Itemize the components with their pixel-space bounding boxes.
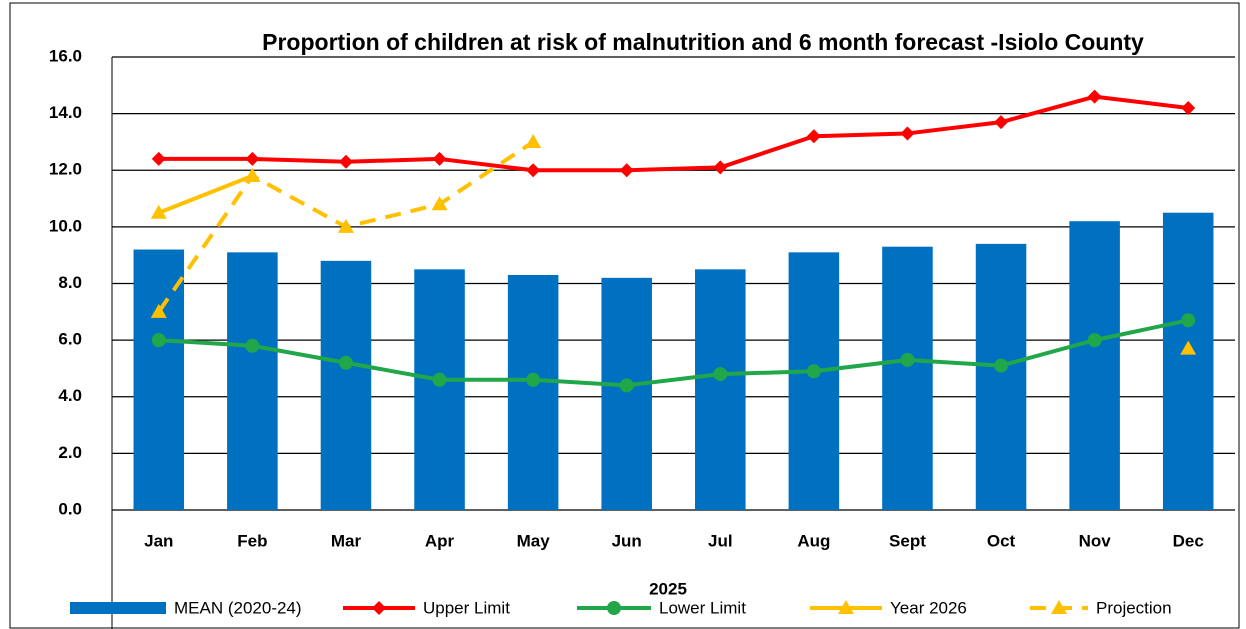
legend-label: Projection	[1096, 598, 1172, 617]
bar	[788, 252, 840, 510]
marker	[900, 126, 915, 141]
marker	[1181, 313, 1196, 328]
y-tick-label: 8.0	[58, 273, 82, 292]
marker	[151, 333, 166, 348]
bar	[507, 275, 559, 510]
marker	[994, 115, 1009, 130]
marker	[713, 160, 728, 175]
marker	[244, 167, 261, 182]
bar	[414, 269, 465, 510]
bar	[1069, 221, 1120, 510]
marker	[806, 364, 821, 379]
x-tick-label: Jul	[708, 531, 733, 550]
y-tick-label: 16.0	[49, 46, 82, 65]
line	[158, 318, 1189, 388]
marker	[150, 303, 167, 318]
x-tick-label: Mar	[331, 531, 362, 550]
marker	[150, 204, 167, 219]
legend-marker	[372, 601, 386, 615]
x-axis-label: 2025	[649, 579, 687, 598]
bar	[695, 269, 746, 510]
x-tick-label: Dec	[1173, 531, 1204, 550]
marker	[337, 218, 354, 233]
legend-label: Lower Limit	[659, 598, 746, 617]
marker	[806, 129, 821, 144]
legend-marker	[607, 601, 621, 615]
marker	[431, 196, 448, 211]
marker	[432, 372, 447, 387]
marker	[526, 163, 541, 178]
marker	[151, 151, 166, 166]
x-tick-label: Jun	[612, 531, 642, 550]
marker	[1087, 333, 1102, 348]
x-tick-label: Aug	[797, 531, 830, 550]
bar	[601, 277, 652, 510]
line	[158, 94, 1189, 173]
marker	[713, 367, 728, 382]
bar	[227, 252, 278, 510]
x-tick-label: Jan	[144, 531, 173, 550]
legend-marker	[1051, 600, 1067, 614]
y-tick-label: 0.0	[58, 499, 82, 518]
chart-title: Proportion of children at risk of malnut…	[262, 29, 1144, 55]
marker	[525, 133, 542, 148]
y-tick-label: 10.0	[49, 216, 82, 235]
x-tick-label: May	[517, 531, 551, 550]
marker	[1181, 100, 1196, 115]
legend-label: MEAN (2020-24)	[174, 598, 302, 617]
bar	[1162, 212, 1214, 510]
marker	[1087, 89, 1102, 104]
bar	[320, 260, 372, 510]
marker	[994, 358, 1009, 373]
x-tick-label: Sept	[889, 531, 926, 550]
bar	[882, 246, 933, 510]
marker	[1180, 340, 1197, 355]
marker	[619, 378, 634, 393]
marker	[900, 352, 915, 367]
marker	[245, 338, 260, 353]
y-tick-label: 2.0	[58, 443, 82, 462]
y-tick-label: 6.0	[58, 330, 82, 349]
legend-label: Upper Limit	[423, 598, 510, 617]
y-tick-label: 12.0	[49, 160, 82, 179]
marker	[338, 154, 353, 169]
line	[158, 174, 254, 215]
marker	[338, 355, 353, 370]
marker	[619, 163, 634, 178]
legend-swatch	[70, 602, 166, 614]
x-tick-label: Oct	[987, 531, 1016, 550]
marker	[432, 151, 447, 166]
chart-frame	[9, 2, 1240, 629]
y-tick-label: 4.0	[58, 386, 82, 405]
legend-label: Year 2026	[890, 598, 967, 617]
x-tick-label: Feb	[237, 531, 267, 550]
bar	[975, 243, 1027, 511]
marker	[526, 372, 541, 387]
marker	[245, 151, 260, 166]
x-tick-label: Nov	[1079, 531, 1112, 550]
legend-marker	[838, 600, 854, 614]
x-tick-label: Apr	[425, 531, 455, 550]
y-tick-label: 14.0	[49, 103, 82, 122]
bar	[133, 249, 185, 510]
